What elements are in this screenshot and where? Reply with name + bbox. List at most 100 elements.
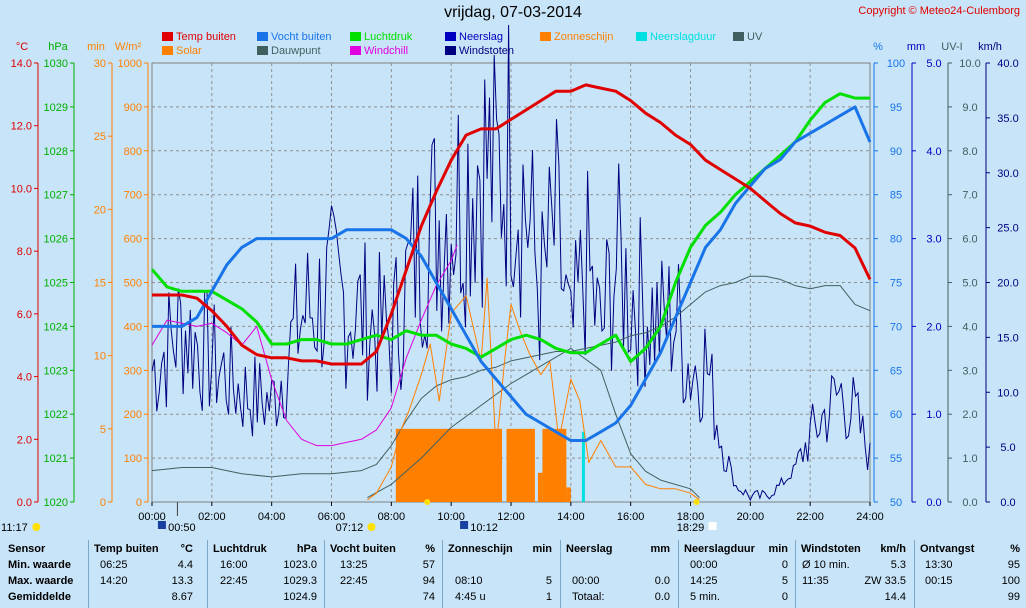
- x-tick-label: 22:00: [796, 511, 824, 523]
- stats-time: 4:45 u: [455, 591, 486, 603]
- tick-label-rain_mm: 0.0: [926, 497, 941, 509]
- stats-separator: [560, 540, 561, 608]
- tick-label-sun_min: 10: [94, 351, 106, 363]
- stats-value: 1029.3: [283, 575, 317, 587]
- axis-unit-temp_c: °C: [16, 41, 28, 53]
- tick-label-uv_index: 6.0: [962, 234, 977, 246]
- legend-swatch: [257, 32, 268, 41]
- tick-label-wind_kmh: 35.0: [997, 113, 1018, 125]
- stats-value: 5: [781, 575, 788, 587]
- daylight-icon: [708, 522, 717, 530]
- x-tick-label: 04:00: [258, 511, 286, 523]
- solar-line: [367, 277, 700, 501]
- axis-unit-humidity_pct: %: [873, 41, 883, 53]
- stats-value: 95: [1007, 559, 1020, 571]
- legend-label: Neerslagduur: [650, 31, 717, 43]
- stats-value: 0.0: [654, 591, 670, 603]
- tick-label-rain_mm: 2.0: [926, 321, 941, 333]
- day-marker-label: 18:29: [677, 522, 705, 534]
- tick-label-uv_index: 2.0: [962, 409, 977, 421]
- tick-label-wind_kmh: 10.0: [997, 387, 1018, 399]
- legend-swatch: [733, 32, 744, 41]
- stats-value: 99: [1007, 591, 1020, 603]
- stats-value: 100: [1001, 575, 1020, 587]
- sun-icon: [367, 523, 376, 531]
- tick-label-solar_wm2: 400: [124, 321, 142, 333]
- stats-unit: min: [532, 543, 552, 555]
- legend-swatch: [445, 46, 456, 55]
- stats-time: 06:25: [100, 559, 128, 571]
- stats-unit: hPa: [296, 543, 317, 555]
- stats-value: 94: [422, 575, 435, 587]
- legend-item: Vocht buiten: [257, 31, 332, 43]
- tick-label-humidity_pct: 55: [890, 453, 902, 465]
- stats-unit: %: [425, 543, 435, 555]
- stats-time: 11:35: [802, 575, 829, 587]
- legend-swatch: [350, 32, 361, 41]
- stats-separator: [914, 540, 915, 608]
- tick-label-humidity_pct: 95: [890, 102, 902, 114]
- stats-separator: [795, 540, 796, 608]
- tick-label-temp_c: 2.0: [17, 434, 32, 446]
- neerslagduur-bar: [581, 431, 585, 502]
- stats-separator: [88, 540, 89, 608]
- tick-label-pressure_hpa: 1020: [44, 497, 68, 509]
- stats-value: 0: [781, 559, 788, 571]
- tick-label-solar_wm2: 500: [124, 278, 142, 290]
- tick-label-solar_wm2: 800: [124, 146, 142, 158]
- legend-swatch: [445, 32, 456, 41]
- tick-label-sun_min: 30: [94, 58, 106, 70]
- tick-label-rain_mm: 3.0: [926, 234, 941, 246]
- day-marker-label: 11:17: [1, 522, 28, 534]
- stats-time: 22:45: [340, 575, 368, 587]
- legend-item: Windchill: [350, 45, 408, 57]
- day-marker-label: 10:12: [470, 522, 498, 534]
- stats-header: Luchtdruk: [213, 543, 267, 555]
- tick-label-solar_wm2: 0: [136, 497, 142, 509]
- stats-time: 00:00: [690, 559, 718, 571]
- sun-icon: [32, 523, 41, 531]
- tick-label-wind_kmh: 15.0: [997, 332, 1018, 344]
- axis-unit-solar_wm2: W/m²: [115, 41, 142, 53]
- legend-swatch: [162, 46, 173, 55]
- x-tick-label: 08:00: [378, 511, 406, 523]
- tick-label-uv_index: 8.0: [962, 146, 977, 158]
- tick-label-wind_kmh: 30.0: [997, 168, 1018, 180]
- tick-label-wind_kmh: 40.0: [997, 58, 1018, 70]
- stats-time: 14:20: [100, 575, 128, 587]
- tick-label-humidity_pct: 90: [890, 146, 902, 158]
- weather-chart: 0.02.04.06.08.010.012.014.0°C10201021102…: [1, 24, 1019, 534]
- axis-unit-sun_min: min: [87, 41, 105, 53]
- copyright: Copyright © Meteo24-Culemborg: [858, 5, 1020, 17]
- stats-header: Sensor: [8, 543, 46, 555]
- stats-value: 74: [422, 591, 435, 603]
- stats-value: 8.67: [171, 591, 193, 603]
- tick-label-wind_kmh: 5.0: [1000, 442, 1015, 454]
- x-tick-label: 16:00: [617, 511, 645, 523]
- legend-item: UV: [733, 31, 762, 43]
- legend-label: Windstoten: [459, 45, 515, 57]
- stats-header: Ontvangst: [920, 543, 975, 555]
- windchill-line: [151, 244, 458, 447]
- tick-label-uv_index: 9.0: [962, 102, 977, 114]
- tick-label-solar_wm2: 700: [124, 190, 142, 202]
- stats-separator: [442, 540, 443, 608]
- tick-label-pressure_hpa: 1026: [44, 234, 68, 246]
- tick-label-pressure_hpa: 1029: [44, 102, 68, 114]
- legend-label: Vocht buiten: [271, 31, 332, 43]
- moon-icon: [460, 521, 469, 529]
- zonneschijn-bar: [506, 428, 535, 502]
- stats-time: 13:30: [925, 559, 953, 571]
- stats-row-label: Max. waarde: [8, 575, 74, 587]
- x-tick-label: 06:00: [318, 511, 346, 523]
- stats-header: Windstoten: [801, 543, 861, 555]
- legend-item: Neerslagduur: [636, 31, 716, 43]
- legend-item: Neerslag: [445, 31, 503, 43]
- legend-label: Solar: [176, 45, 202, 57]
- tick-label-rain_mm: 5.0: [926, 58, 941, 70]
- tick-label-pressure_hpa: 1028: [44, 146, 68, 158]
- x-tick-label: 14:00: [557, 511, 585, 523]
- legend-label: Neerslag: [459, 31, 504, 43]
- stats-time: 14:25: [690, 575, 718, 587]
- stats-time: 22:45: [220, 575, 248, 587]
